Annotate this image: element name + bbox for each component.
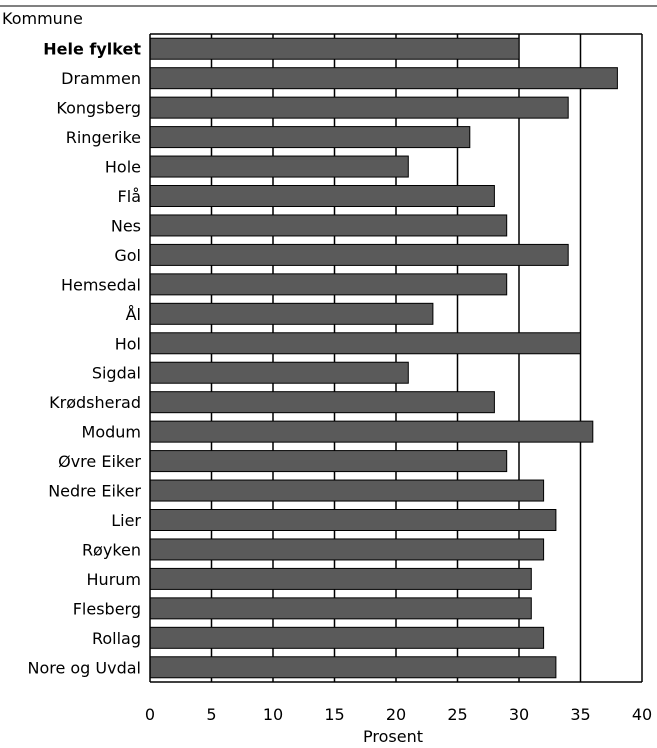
bar — [149, 155, 409, 178]
category-labels: Hele fylket Drammen Kongsberg Ringerike Hole… — [27, 40, 141, 678]
category-label: Krødsherad — [49, 393, 141, 412]
bar — [149, 37, 520, 60]
category-label: Ringerike — [66, 128, 141, 147]
bar — [149, 567, 532, 590]
category-label: Hole — [105, 158, 141, 177]
x-tick-label: 10 — [263, 705, 283, 724]
bar — [149, 185, 495, 207]
bar — [149, 96, 569, 119]
category-label: Modum — [82, 423, 141, 442]
bar — [149, 361, 409, 384]
category-label: Hurum — [87, 570, 141, 589]
x-tick-labels: 0 5 10 15 20 25 30 35 40 — [145, 705, 652, 724]
bar — [149, 302, 434, 325]
x-tick-label: 5 — [206, 705, 216, 724]
y-axis-title: Kommune — [2, 9, 83, 28]
x-tick-label: 25 — [447, 705, 467, 724]
category-label: Gol — [114, 246, 141, 265]
bar — [149, 538, 545, 561]
x-tick-label: 40 — [632, 705, 652, 724]
bar — [149, 656, 557, 679]
x-tick-label: 30 — [509, 705, 529, 724]
category-label: Flå — [118, 187, 141, 206]
x-tick-label: 20 — [386, 705, 406, 724]
bar — [149, 479, 545, 502]
category-label: Nedre Eiker — [48, 482, 141, 501]
category-label: Nore og Uvdal — [27, 658, 141, 677]
bar — [149, 214, 508, 237]
category-label: Nes — [111, 216, 141, 235]
bar — [149, 509, 557, 531]
bar — [149, 626, 545, 649]
category-label: Røyken — [82, 540, 141, 559]
bar — [149, 391, 495, 414]
x-tick-label: 35 — [570, 705, 590, 724]
category-label: Øvre Eiker — [58, 452, 141, 471]
category-label: Flesberg — [73, 599, 141, 618]
category-label: Hele fylket — [43, 40, 141, 59]
bar — [149, 67, 618, 90]
category-label: Sigdal — [92, 364, 141, 383]
category-label: Kongsberg — [56, 99, 141, 118]
category-label: Ål — [126, 305, 141, 324]
bar — [149, 332, 581, 355]
bar — [149, 273, 508, 296]
category-label: Hemsedal — [61, 275, 141, 294]
category-label: Hol — [115, 334, 141, 353]
bar — [149, 450, 508, 473]
category-label: Lier — [111, 511, 141, 530]
bars — [149, 37, 618, 679]
bar — [149, 420, 594, 443]
category-label: Drammen — [61, 69, 141, 88]
bar — [149, 597, 532, 620]
bar — [149, 243, 569, 266]
x-tick-label: 15 — [324, 705, 344, 724]
x-axis-label: Prosent — [363, 727, 423, 746]
category-label: Rollag — [92, 629, 141, 648]
bar — [149, 126, 471, 149]
x-tick-label: 0 — [145, 705, 155, 724]
